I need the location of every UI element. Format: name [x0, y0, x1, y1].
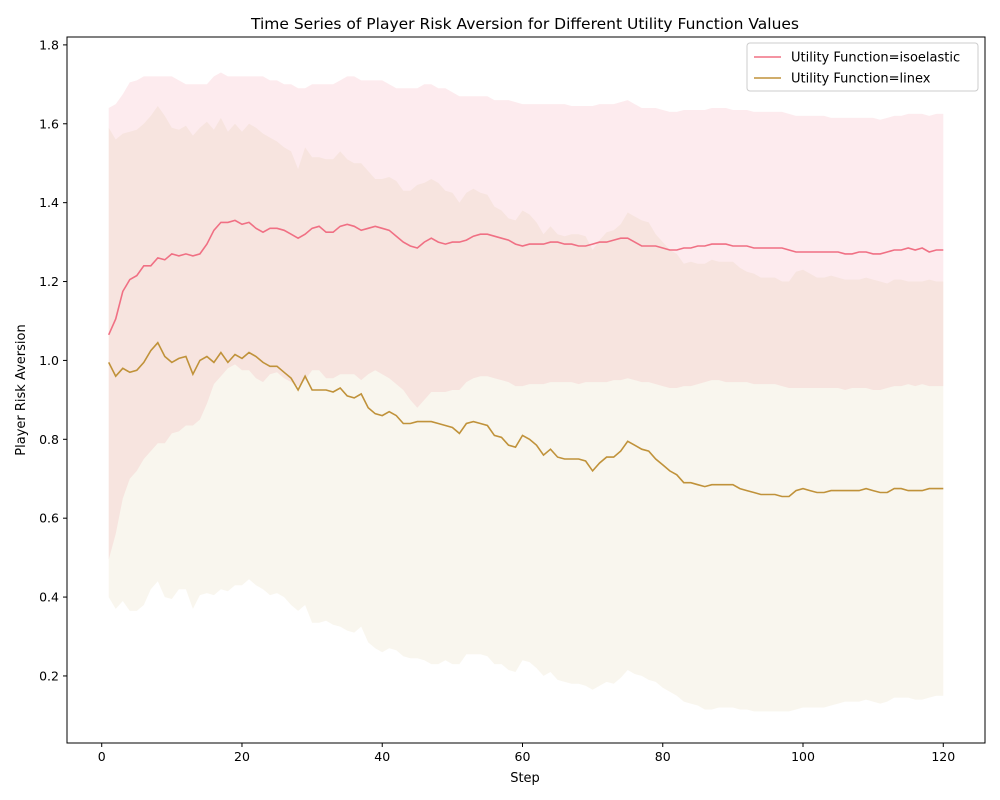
- y-axis-ticks: 0.2 0.4 0.6 0.8 1.0 1.2 1.4 1.6 1.8: [39, 37, 67, 683]
- y-tick-label: 1.0: [39, 353, 59, 368]
- y-tick-label: 1.8: [39, 37, 59, 52]
- y-tick-label: 0.8: [39, 432, 59, 447]
- x-axis-label: Step: [510, 771, 540, 786]
- x-tick-label: 80: [655, 749, 671, 764]
- legend: Utility Function=isoelastic Utility Funct…: [746, 42, 979, 92]
- confidence-band-2: [108, 106, 944, 712]
- y-tick-label: 0.2: [39, 668, 59, 683]
- series-line-2: [107, 341, 944, 498]
- y-tick-label: 0.4: [39, 590, 59, 605]
- legend-label-2: Utility Function=linex: [791, 72, 931, 87]
- x-tick-label: 40: [374, 749, 390, 764]
- y-axis-label: Player Risk Aversion: [14, 324, 29, 455]
- chart-title: Time Series of Player Risk Aversion for …: [250, 15, 799, 33]
- plot-frame: [66, 36, 986, 744]
- x-tick-label: 20: [234, 749, 250, 764]
- x-tick-label: 120: [931, 749, 955, 764]
- series-line-1: [107, 219, 944, 336]
- confidence-bands: [108, 72, 944, 712]
- x-tick-label: 60: [515, 749, 531, 764]
- series-lines: [107, 219, 944, 498]
- y-tick-label: 1.2: [39, 274, 59, 289]
- legend-box: [746, 42, 979, 92]
- y-tick-label: 1.6: [39, 116, 59, 131]
- x-axis-ticks: 0 20 40 60 80 100 120: [98, 743, 955, 764]
- y-tick-label: 1.4: [39, 195, 59, 210]
- y-tick-label: 0.6: [39, 511, 59, 526]
- confidence-band-1: [108, 72, 944, 560]
- x-tick-label: 0: [98, 749, 106, 764]
- x-tick-label: 100: [791, 749, 815, 764]
- legend-label-1: Utility Function=isoelastic: [791, 51, 960, 66]
